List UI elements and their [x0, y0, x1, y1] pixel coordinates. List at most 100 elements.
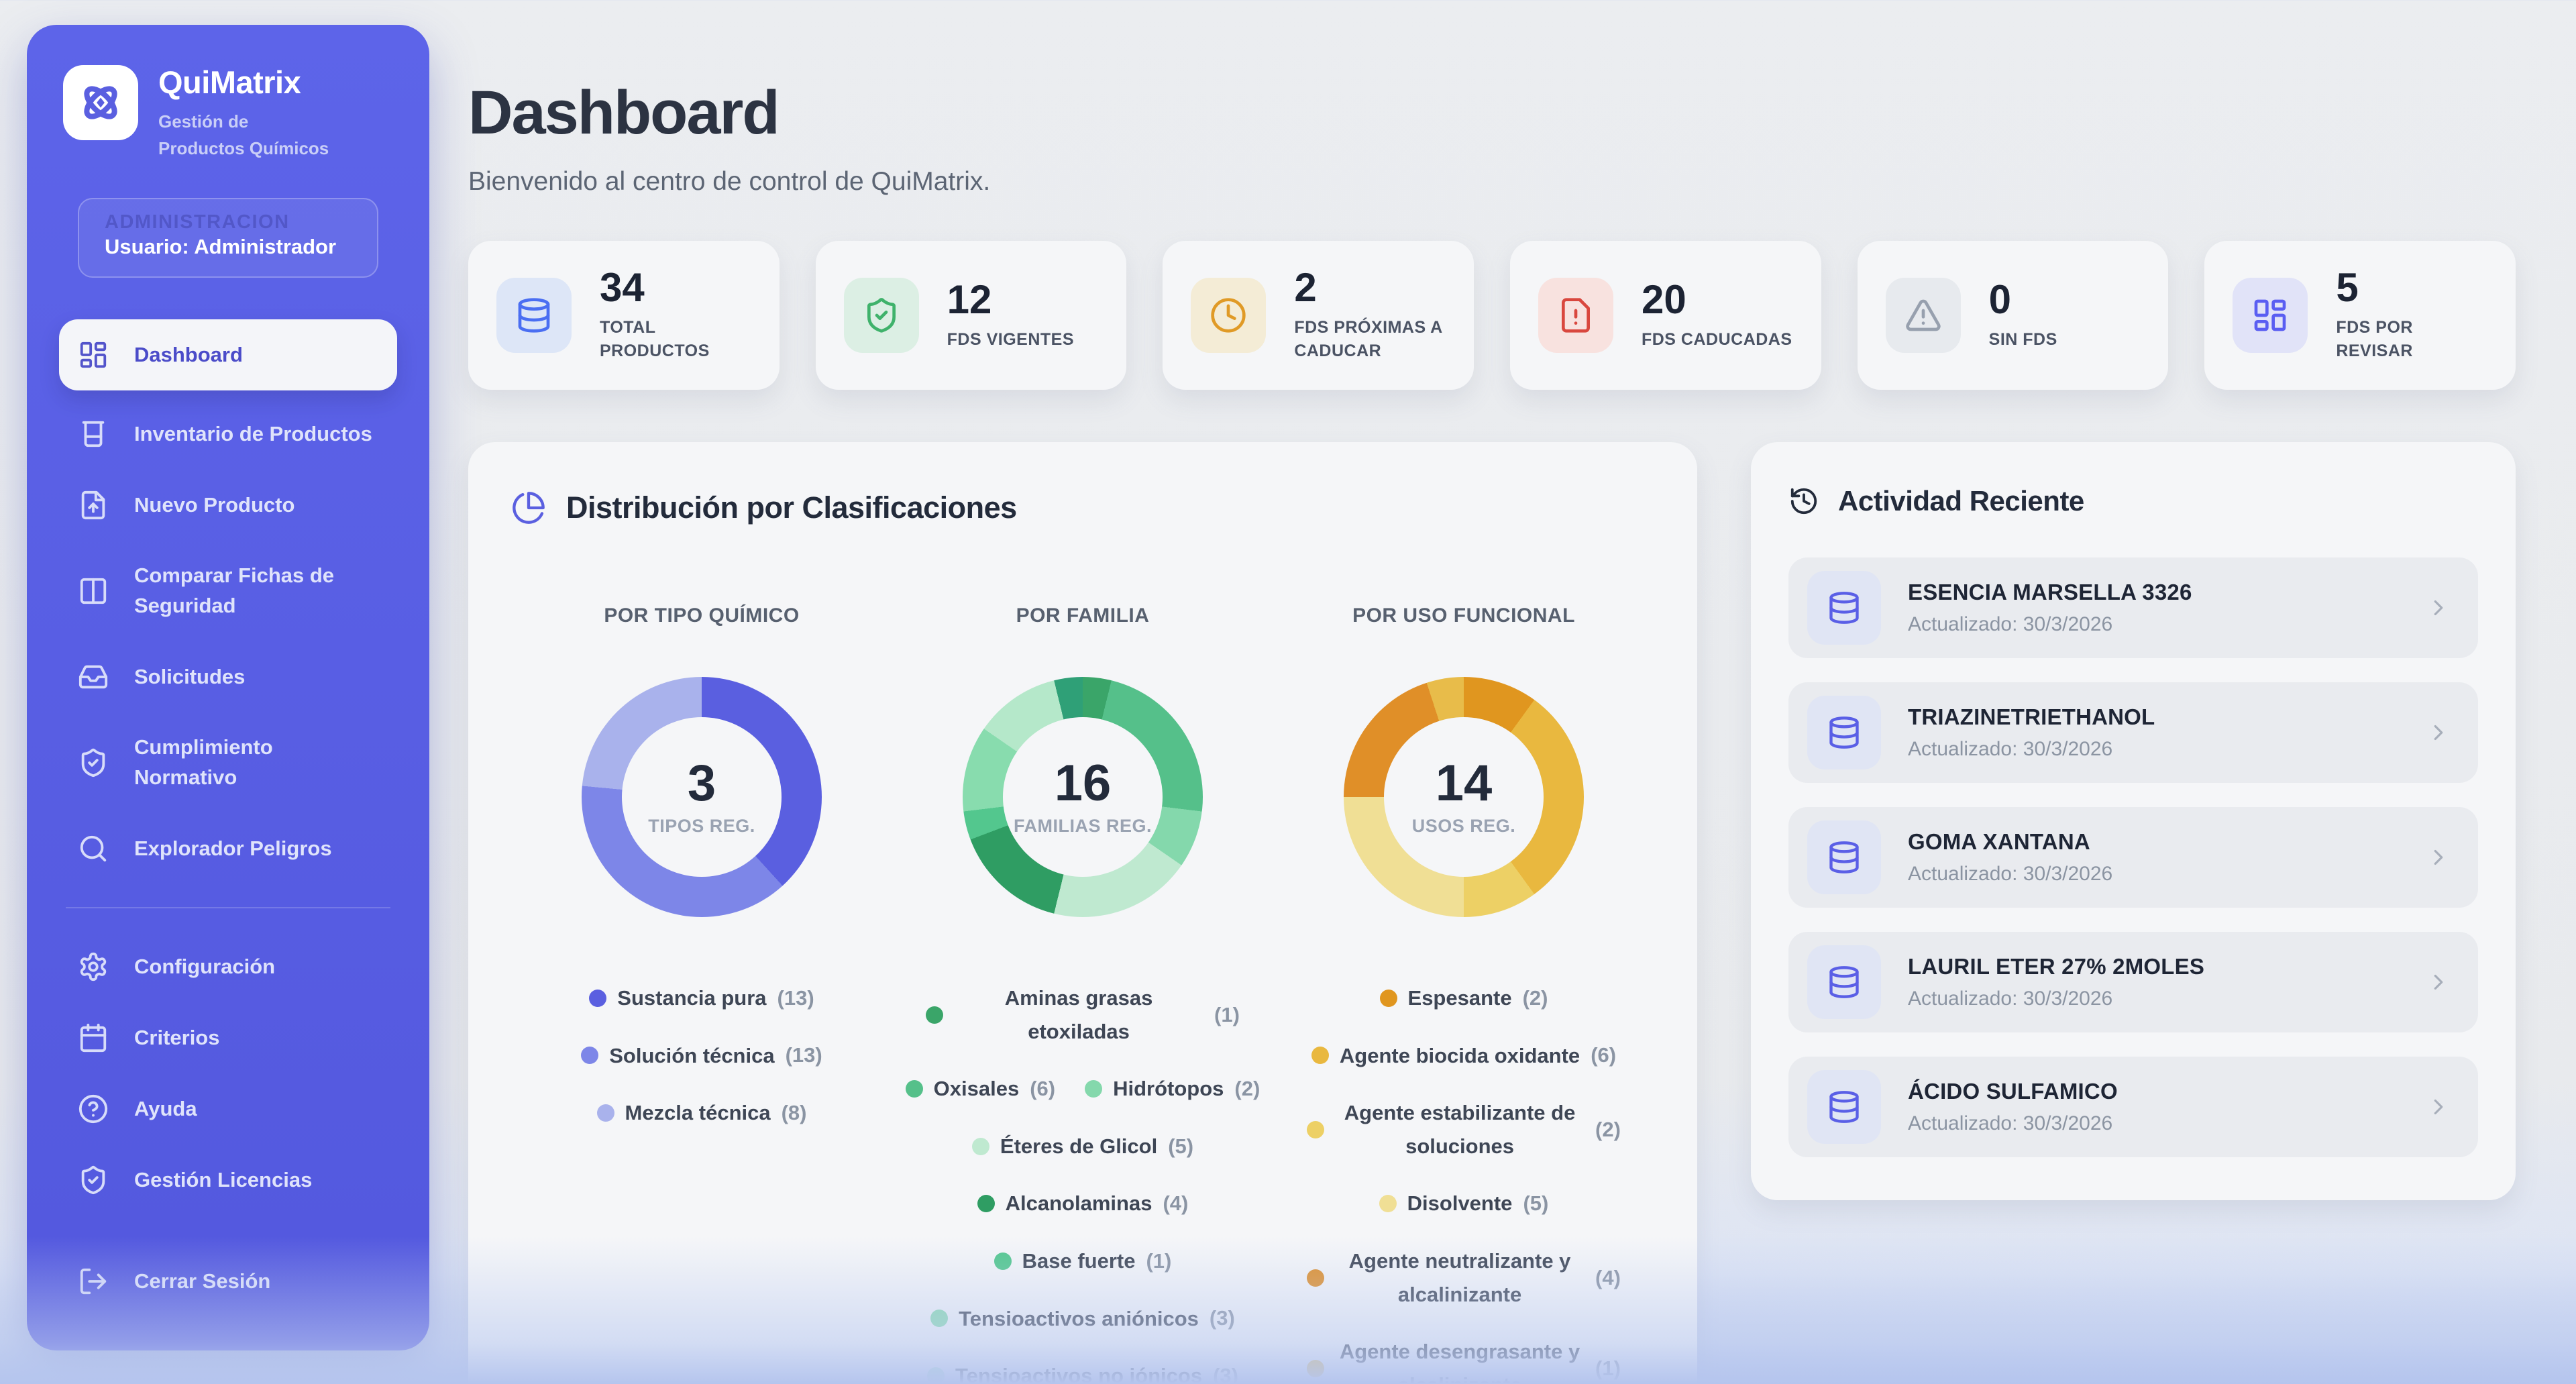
- donut-center: 16 FAMILIAS REG.: [1003, 717, 1163, 877]
- legend-item: Agente biocida oxidante (6): [1311, 1039, 1616, 1073]
- sidebar-item-gestion-licencias[interactable]: Gestión Licencias: [59, 1149, 397, 1212]
- legend-item: Espesante (2): [1379, 981, 1548, 1015]
- legend-dot: [1307, 1269, 1325, 1287]
- sidebar-item-label: Criterios: [134, 1025, 220, 1049]
- legend-dot: [971, 1137, 989, 1155]
- legend-dot: [1379, 1195, 1397, 1213]
- donut-center-label: USOS REG.: [1411, 815, 1516, 836]
- alert-triangle-icon: [1885, 278, 1961, 353]
- recent-activity-panel: Actividad Reciente ESENCIA MARSELLA 3326…: [1751, 442, 2516, 1200]
- shield-check-icon: [81, 748, 105, 778]
- sidebar-item-label: Dashboard: [134, 342, 243, 366]
- clock-icon: [1191, 278, 1267, 353]
- stat-value: 12: [947, 276, 992, 322]
- legend-item: Disolvente (5): [1379, 1187, 1548, 1220]
- donut-center-value: 3: [687, 754, 716, 812]
- activity-item[interactable]: TRIAZINETRIETHANOL Actualizado: 30/3/202…: [1788, 682, 2478, 783]
- stat-label: FDS VIGENTES: [947, 329, 1075, 349]
- pie-chart-icon: [513, 492, 545, 524]
- donut-title: POR USO FUNCIONAL: [1352, 604, 1575, 627]
- section-title: Distribución por Clasificaciones: [566, 490, 1017, 525]
- activity-item-name: ESENCIA MARSELLA 3326: [1908, 580, 2192, 604]
- stat-label: FDS POR REVISAR: [2336, 318, 2413, 360]
- file-up-icon: [81, 491, 105, 520]
- legend-familia: Aminas grasas etoxiladas (1) Oxisales (6…: [895, 981, 1271, 1384]
- legend-dot: [927, 1367, 945, 1384]
- sidebar-item-label: Cerrar Sesión: [134, 1269, 271, 1293]
- calendar-icon: [80, 1023, 107, 1053]
- help-circle-icon: [78, 1094, 108, 1124]
- app-tagline: Gestión de Productos Químicos: [158, 111, 329, 158]
- legend-dot: [994, 1252, 1012, 1270]
- sidebar-item-nuevo-producto[interactable]: Nuevo Producto: [59, 474, 397, 537]
- donut-center-label: TIPOS REG.: [648, 815, 755, 836]
- activity-item[interactable]: ESENCIA MARSELLA 3326 Actualizado: 30/3/…: [1788, 557, 2478, 658]
- donut-title: POR TIPO QUÍMICO: [604, 604, 800, 627]
- activity-item-name: GOMA XANTANA: [1908, 829, 2090, 854]
- stat-label: SIN FDS: [1988, 329, 2057, 349]
- activity-title: Actividad Reciente: [1838, 485, 2084, 517]
- sidebar-item-comparar-fichas[interactable]: Comparar Fichas de Seguridad: [59, 545, 397, 637]
- donut-center: 3 TIPOS REG.: [622, 717, 782, 877]
- brand: QuiMatrix Gestión de Productos Químicos: [59, 65, 397, 162]
- chevron-right-icon: [2426, 720, 2451, 745]
- donut-title: POR FAMILIA: [1016, 604, 1150, 627]
- stat-card-total-productos: 34 TOTAL PRODUCTOS: [468, 241, 780, 390]
- sidebar-item-cumplimiento[interactable]: Cumplimiento Normativo: [59, 716, 397, 809]
- atom-icon: [84, 86, 117, 119]
- sidebar-item-label: Ayuda: [134, 1096, 197, 1120]
- sidebar-item-label: Comparar Fichas de Seguridad: [134, 564, 335, 618]
- columns-icon: [80, 578, 107, 604]
- legend-item: Tensioactivos aniónicos (3): [930, 1302, 1235, 1336]
- activity-list: ESENCIA MARSELLA 3326 Actualizado: 30/3/…: [1788, 557, 2478, 1157]
- activity-item-name: ÁCIDO SULFAMICO: [1908, 1079, 2118, 1104]
- legend-dot: [1307, 1359, 1325, 1377]
- database-icon: [1807, 571, 1881, 645]
- legend-item: Sustancia pura (13): [589, 981, 814, 1015]
- activity-item[interactable]: GOMA XANTANA Actualizado: 30/3/2026: [1788, 807, 2478, 908]
- sidebar-item-explorador[interactable]: Explorador Peligros: [59, 817, 397, 880]
- stat-value: 2: [1294, 265, 1317, 310]
- legend-dot: [1379, 989, 1397, 1007]
- legend-item: Agente desengrasante y alcalinizante (1): [1307, 1335, 1621, 1384]
- database-icon: [1807, 1070, 1881, 1144]
- legend-item: Hidrótopos (2): [1085, 1072, 1260, 1106]
- stat-label: FDS CADUCADAS: [1641, 329, 1792, 349]
- stat-card-fds-vigentes: 12 FDS VIGENTES: [815, 241, 1127, 390]
- activity-item-date: Actualizado: 30/3/2026: [1908, 988, 2113, 1010]
- donut-center-value: 14: [1435, 754, 1493, 812]
- sidebar-item-configuracion[interactable]: Configuración: [59, 935, 397, 998]
- sidebar-divider: [66, 907, 390, 909]
- sidebar-item-cerrar-sesion[interactable]: Cerrar Sesión: [59, 1250, 397, 1313]
- sidebar-item-solicitudes[interactable]: Solicitudes: [59, 645, 397, 708]
- sidebar-item-criterios[interactable]: Criterios: [59, 1006, 397, 1069]
- stat-card-fds-por-revisar: 5 FDS POR REVISAR: [2204, 241, 2516, 390]
- stat-value: 5: [2336, 265, 2359, 310]
- sidebar-item-label: Gestión Licencias: [134, 1167, 313, 1191]
- stat-value: 34: [600, 265, 645, 310]
- inbox-icon: [78, 665, 108, 689]
- user-badge: ADMINISTRACION Usuario: Administrador: [78, 198, 378, 278]
- chevron-right-icon: [2426, 845, 2451, 870]
- page-subtitle: Bienvenido al centro de control de QuiMa…: [468, 167, 991, 196]
- legend-dot: [1307, 1120, 1325, 1138]
- donut-center-value: 16: [1054, 754, 1112, 812]
- stat-card-fds-caducadas: 20 FDS CADUCADAS: [1509, 241, 1821, 390]
- gear-icon: [80, 952, 107, 981]
- activity-header: Actividad Reciente: [1788, 485, 2478, 517]
- activity-item-date: Actualizado: 30/3/2026: [1908, 1112, 2113, 1134]
- sidebar-item-ayuda[interactable]: Ayuda: [59, 1077, 397, 1140]
- layout-dashboard-icon: [80, 342, 107, 368]
- legend-dot: [930, 1310, 949, 1328]
- legend-item: Agente estabilizante de soluciones (2): [1307, 1096, 1621, 1163]
- legend-uso-funcional: Espesante (2) Agente biocida oxidante (6…: [1276, 981, 1652, 1384]
- sidebar-item-inventario[interactable]: Inventario de Productos: [59, 403, 397, 466]
- sidebar-nav: Dashboard Inventario de Productos Nuevo …: [59, 319, 397, 1313]
- stat-value: 20: [1641, 276, 1686, 322]
- donut-col-familia: POR FAMILIA 16 FAMILIAS REG. Aminas gras…: [892, 604, 1273, 1384]
- activity-item[interactable]: ÁCIDO SULFAMICO Actualizado: 30/3/2026: [1788, 1057, 2478, 1157]
- sidebar-item-dashboard[interactable]: Dashboard: [59, 319, 397, 391]
- stat-card-fds-proximas: 2 FDS PRÓXIMAS A CADUCAR: [1163, 241, 1474, 390]
- user-label: Usuario: Administrador: [105, 235, 337, 259]
- activity-item[interactable]: LAURIL ETER 27% 2MOLES Actualizado: 30/3…: [1788, 932, 2478, 1032]
